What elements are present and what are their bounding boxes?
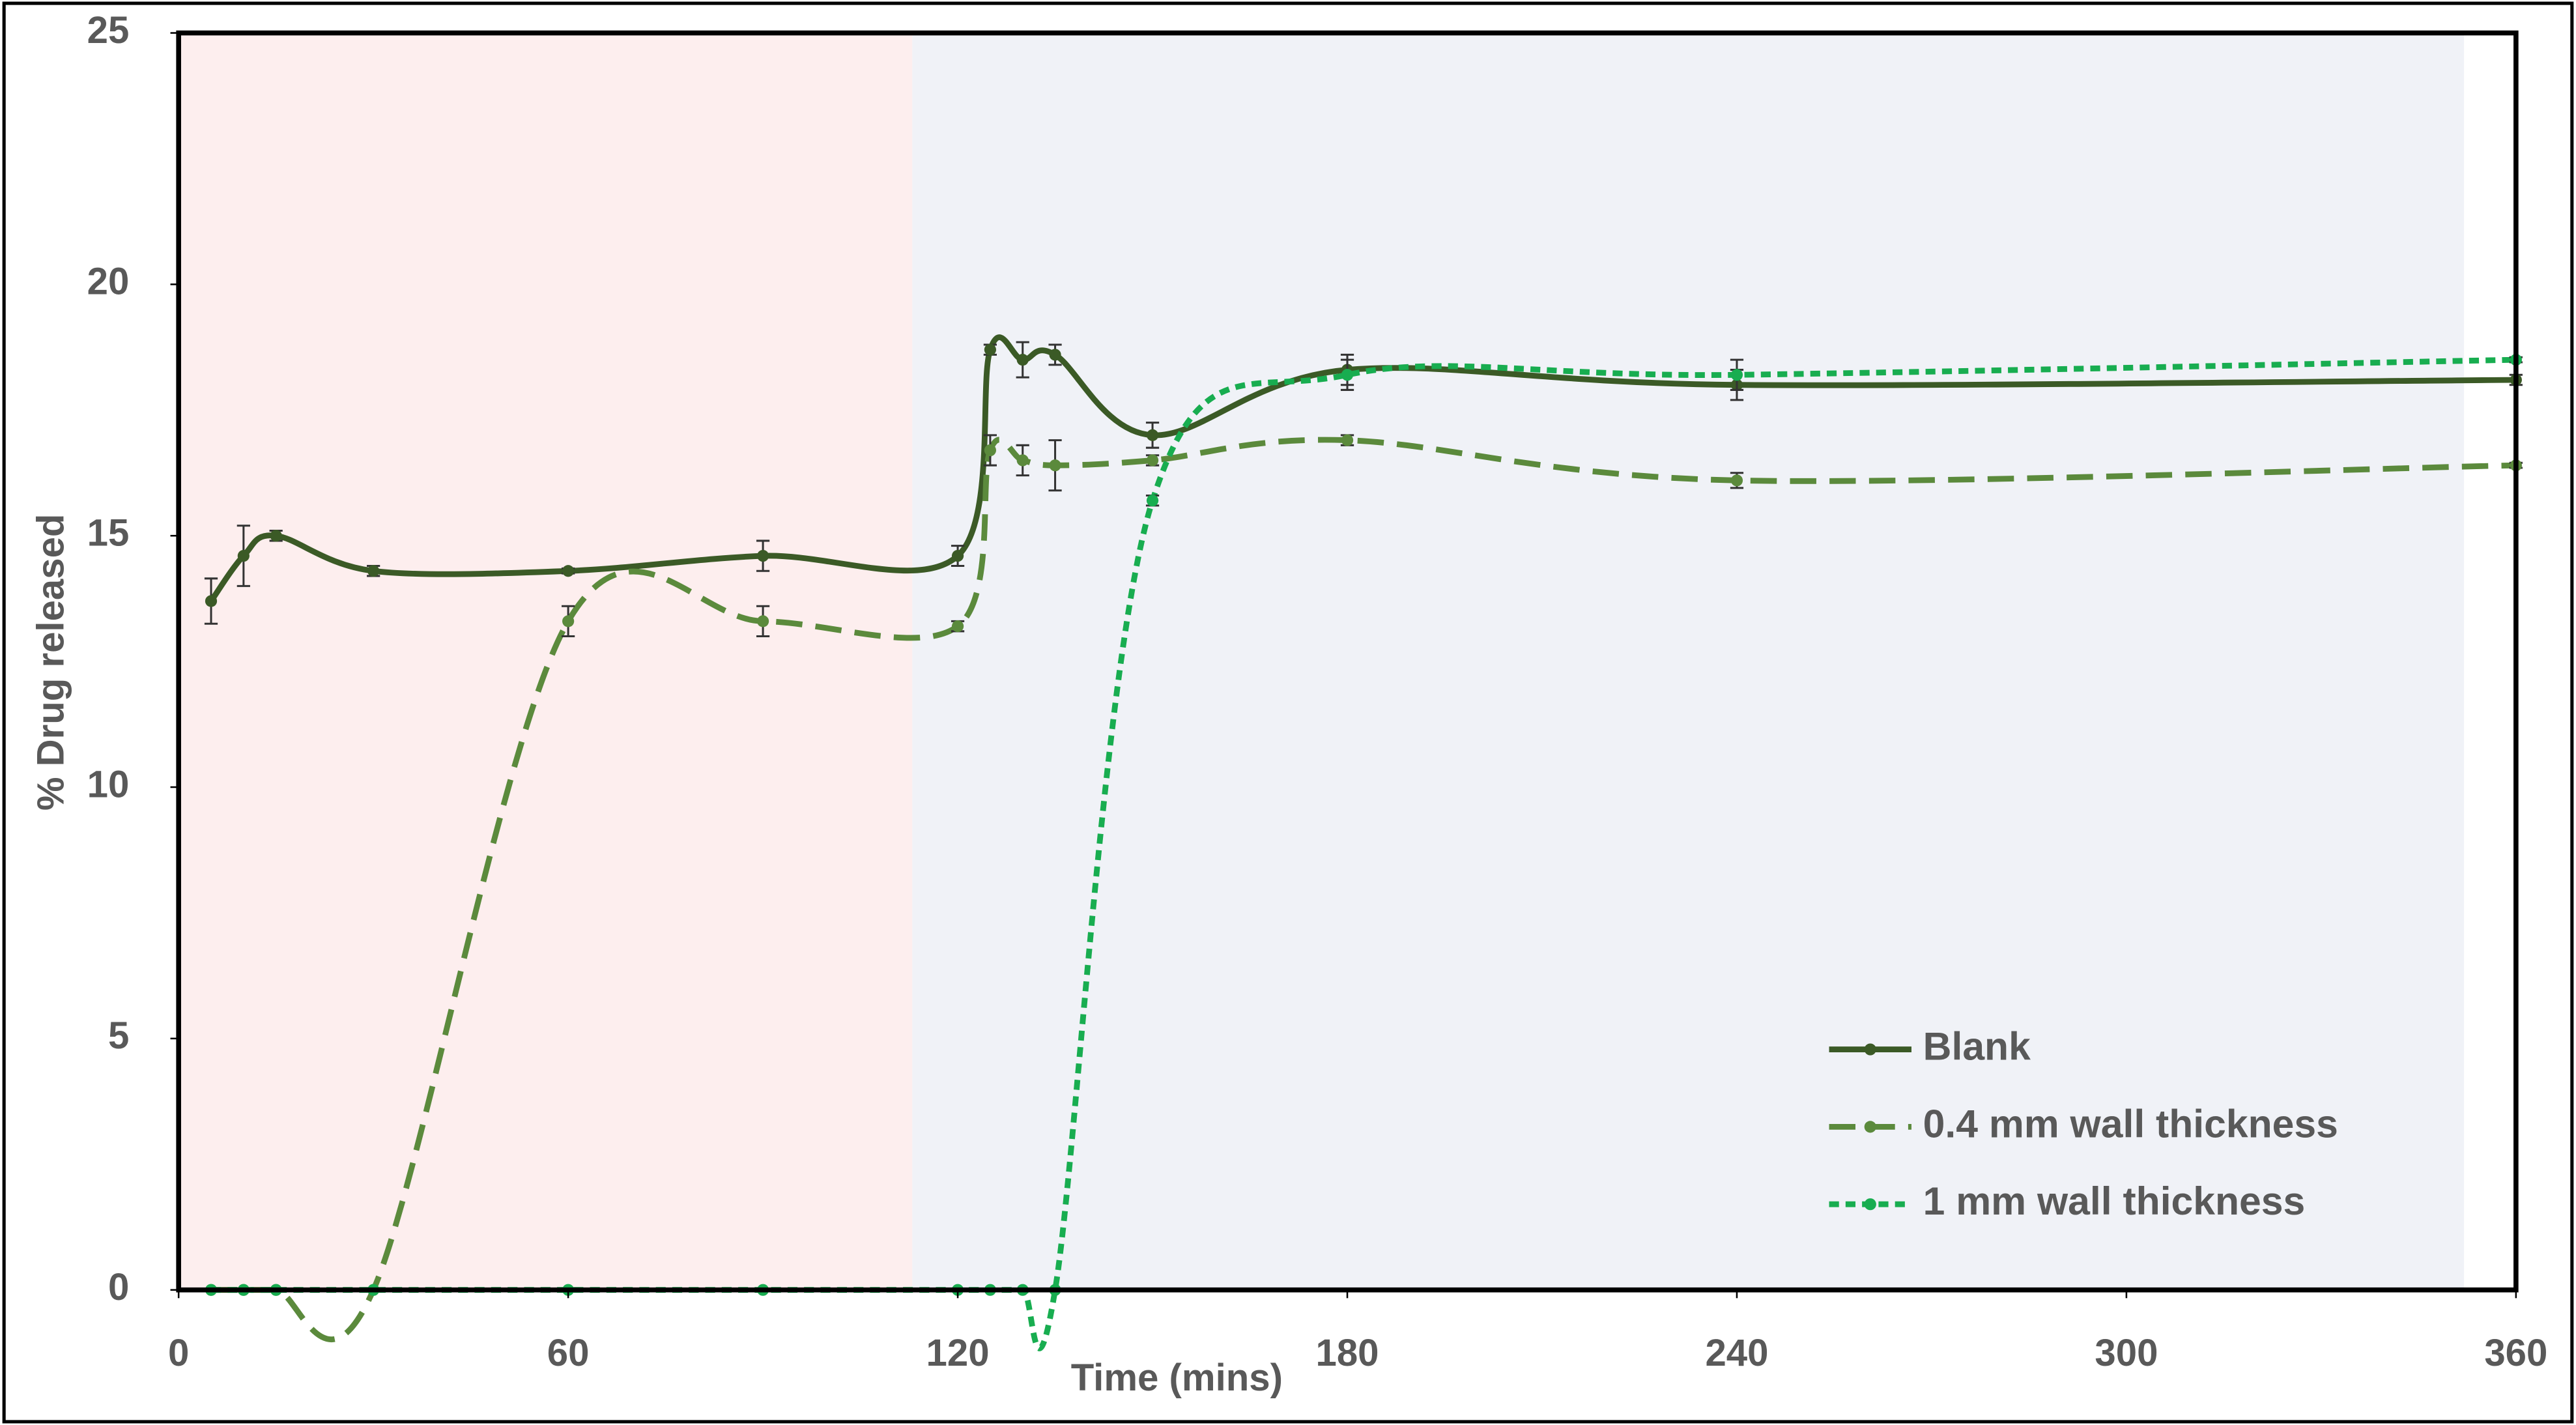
data-point bbox=[367, 565, 380, 577]
shaded-span bbox=[179, 33, 913, 1290]
data-point bbox=[562, 565, 575, 577]
data-point bbox=[205, 595, 218, 607]
y-tick-label: 10 bbox=[87, 763, 130, 805]
shaded-span bbox=[912, 33, 2465, 1290]
x-tick-label: 240 bbox=[1705, 1332, 1768, 1374]
legend-marker bbox=[1864, 1198, 1876, 1211]
data-point bbox=[1146, 454, 1159, 467]
plot-area bbox=[204, 334, 2523, 1351]
data-point bbox=[1049, 349, 1061, 361]
shaded-spans bbox=[179, 33, 2465, 1290]
y-tick-label: 20 bbox=[87, 261, 130, 303]
data-point bbox=[1049, 459, 1061, 472]
data-point bbox=[1146, 429, 1159, 441]
data-point bbox=[1016, 454, 1029, 467]
data-point bbox=[1016, 354, 1029, 366]
x-tick-label: 300 bbox=[2095, 1332, 2158, 1374]
data-point bbox=[756, 615, 769, 627]
y-axis-title: % Drug released bbox=[29, 514, 72, 811]
x-tick-label: 120 bbox=[926, 1332, 990, 1374]
legend-marker bbox=[1864, 1043, 1876, 1056]
data-point bbox=[270, 530, 282, 542]
series-line bbox=[211, 437, 2516, 1342]
data-point bbox=[756, 549, 769, 562]
x-tick-label: 60 bbox=[547, 1332, 590, 1374]
data-point bbox=[1146, 495, 1159, 507]
data-point bbox=[562, 615, 575, 627]
y-tick-label: 5 bbox=[108, 1015, 129, 1057]
data-point bbox=[951, 620, 964, 633]
data-point bbox=[984, 343, 997, 356]
data-point bbox=[984, 444, 997, 457]
data-point bbox=[951, 549, 964, 562]
legend: Blank 0.4 mm wall thickness 1 mm wall thic… bbox=[1829, 1024, 2338, 1223]
data-point bbox=[1341, 369, 1354, 381]
x-axis-title: Time (mins) bbox=[1071, 1357, 1283, 1399]
data-point bbox=[1341, 434, 1354, 446]
legend-marker bbox=[1864, 1121, 1876, 1133]
x-tick-label: 360 bbox=[2484, 1332, 2547, 1374]
y-tick-label: 15 bbox=[87, 512, 130, 554]
series-line bbox=[208, 334, 2516, 603]
legend-label: 1 mm wall thickness bbox=[1923, 1179, 2306, 1223]
x-tick-label: 180 bbox=[1316, 1332, 1379, 1374]
legend-label: Blank bbox=[1923, 1024, 2031, 1069]
x-tick-label: 0 bbox=[168, 1332, 189, 1374]
data-point bbox=[1730, 369, 1743, 381]
data-point bbox=[1730, 474, 1743, 487]
data-point bbox=[237, 549, 250, 562]
y-tick-label: 25 bbox=[87, 9, 130, 51]
y-tick-label: 0 bbox=[108, 1266, 129, 1308]
legend-label: 0.4 mm wall thickness bbox=[1923, 1101, 2338, 1145]
